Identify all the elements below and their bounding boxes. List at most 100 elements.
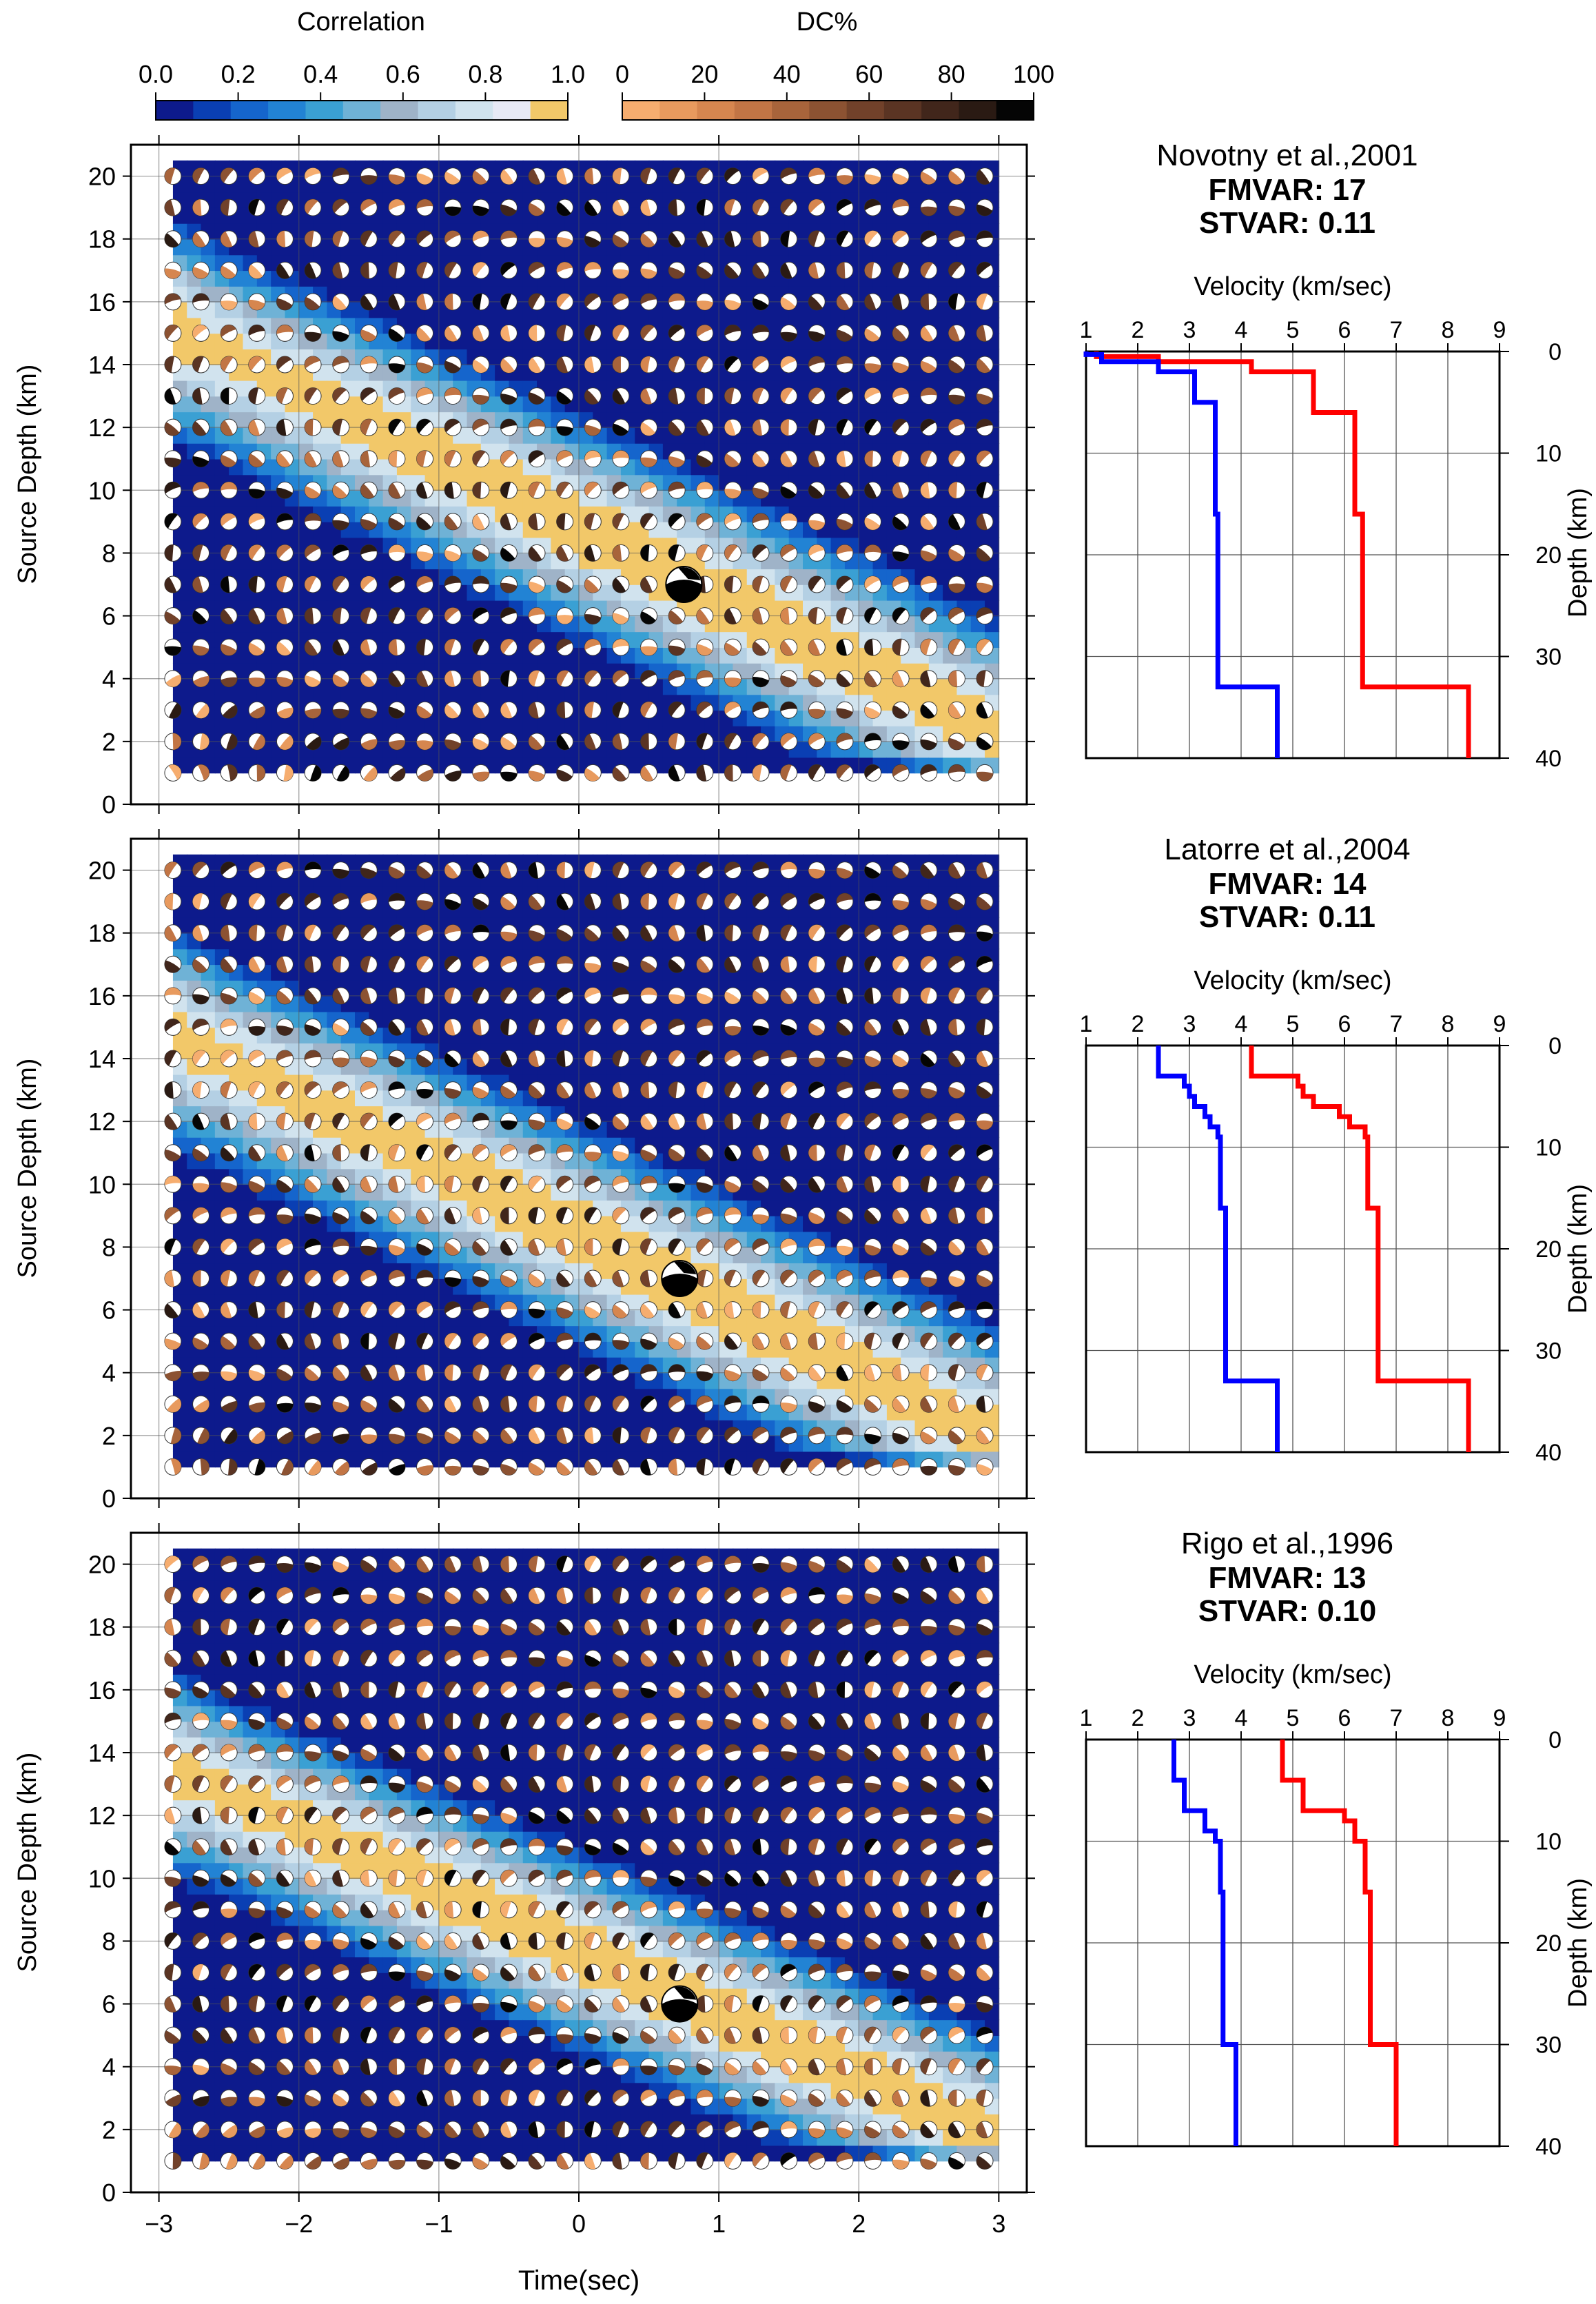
mechanism-beachball <box>668 167 686 185</box>
mechanism-beachball <box>724 387 741 405</box>
colorbars: 0.0 0.2 0.4 0.6 0.8 1.0 0 20 40 60 80 100 <box>139 60 1054 121</box>
mechanism-beachball <box>192 230 210 248</box>
mechanism-beachball <box>332 324 350 342</box>
mechanism-beachball <box>556 450 574 468</box>
mechanism-beachball <box>332 575 350 593</box>
mechanism-beachball <box>976 670 994 688</box>
mechanism-beachball <box>332 544 350 562</box>
mechanism-beachball <box>220 638 238 656</box>
mechanism-beachball <box>584 733 602 751</box>
mechanism-beachball <box>192 607 210 625</box>
mechanism-beachball <box>528 450 546 468</box>
mechanism-beachball <box>472 230 490 248</box>
mechanism-beachball <box>752 575 770 593</box>
dc-colorbar-swatch <box>697 101 735 120</box>
mechanism-beachball <box>836 450 854 468</box>
mechanism-beachball <box>780 293 798 311</box>
mechanism-beachball <box>276 575 294 593</box>
mechanism-beachball <box>612 167 630 185</box>
mechanism-beachball <box>164 575 182 593</box>
mechanism-beachball <box>472 387 490 405</box>
mechanism-beachball <box>276 701 294 719</box>
mechanism-beachball <box>528 261 546 279</box>
mechanism-beachball <box>948 230 965 248</box>
mechanism-beachball <box>808 607 826 625</box>
mechanism-beachball <box>892 261 910 279</box>
correlation-colorbar-swatch <box>193 101 232 120</box>
mechanism-beachball <box>864 167 882 185</box>
mechanism-beachball <box>640 387 658 405</box>
mechanism-beachball <box>416 324 434 342</box>
mechanism-beachball <box>276 167 294 185</box>
mechanism-beachball <box>248 167 266 185</box>
mechanism-beachball <box>696 733 714 751</box>
mechanism-beachball <box>780 324 798 342</box>
mechanism-beachball <box>584 575 602 593</box>
mechanism-beachball <box>808 261 826 279</box>
mechanism-beachball <box>864 293 882 311</box>
mechanism-beachball <box>556 198 574 216</box>
mechanism-beachball <box>892 638 910 656</box>
mechanism-beachball <box>864 513 882 531</box>
mechanism-beachball <box>752 167 770 185</box>
dc-colorbar-swatch <box>622 101 660 120</box>
mechanism-beachball <box>416 261 434 279</box>
mechanism-beachball <box>920 670 938 688</box>
mechanism-beachball <box>220 607 238 625</box>
mechanism-beachball <box>472 418 490 436</box>
mechanism-beachball <box>556 575 574 593</box>
mechanism-beachball <box>948 701 965 719</box>
mechanism-beachball <box>528 513 546 531</box>
mechanism-beachball <box>696 670 714 688</box>
mechanism-beachball <box>332 198 350 216</box>
mechanism-beachball <box>752 387 770 405</box>
mechanism-beachball <box>304 418 322 436</box>
mechanism-beachball <box>696 481 714 499</box>
mechanism-beachball <box>360 575 378 593</box>
mechanism-beachball <box>780 513 798 531</box>
mechanism-beachball <box>752 198 770 216</box>
mechanism-beachball <box>892 733 910 751</box>
mechanism-beachball <box>360 293 378 311</box>
mechanism-beachball <box>472 764 490 782</box>
mechanism-beachball <box>612 293 630 311</box>
mechanism-beachball <box>164 733 182 751</box>
mechanism-beachball <box>976 324 994 342</box>
mechanism-beachball <box>416 607 434 625</box>
mechanism-beachball <box>556 261 574 279</box>
mechanism-beachball <box>472 324 490 342</box>
mechanism-beachball <box>612 607 630 625</box>
mechanism-beachball <box>948 575 965 593</box>
mechanism-beachball <box>640 513 658 531</box>
mechanism-beachball <box>500 293 518 311</box>
mechanism-beachball <box>920 387 938 405</box>
mechanism-beachball <box>668 230 686 248</box>
mechanism-beachball <box>360 481 378 499</box>
mechanism-beachball <box>500 418 518 436</box>
mechanism-beachball <box>808 733 826 751</box>
mechanism-beachball <box>388 450 406 468</box>
mechanism-beachball <box>220 701 238 719</box>
mechanism-beachball <box>500 701 518 719</box>
mechanism-beachball <box>920 356 938 374</box>
mechanism-beachball <box>612 670 630 688</box>
mechanism-beachball <box>472 293 490 311</box>
mechanism-beachball <box>696 544 714 562</box>
mechanism-beachball <box>276 450 294 468</box>
mechanism-beachball <box>892 198 910 216</box>
mechanism-beachball <box>808 356 826 374</box>
mechanism-beachball <box>864 670 882 688</box>
mechanism-beachball <box>444 167 462 185</box>
mechanism-beachball <box>640 356 658 374</box>
mechanism-beachball <box>388 638 406 656</box>
mechanism-beachball <box>724 513 741 531</box>
mechanism-beachball <box>360 764 378 782</box>
mechanism-beachball <box>528 701 546 719</box>
correlation-colorbar-swatch <box>418 101 456 120</box>
mechanism-beachball <box>528 733 546 751</box>
mechanism-beachball <box>976 701 994 719</box>
mechanism-beachball <box>864 701 882 719</box>
mechanism-beachball <box>864 230 882 248</box>
mechanism-beachball <box>192 167 210 185</box>
ytick-label: 14 <box>88 351 116 379</box>
